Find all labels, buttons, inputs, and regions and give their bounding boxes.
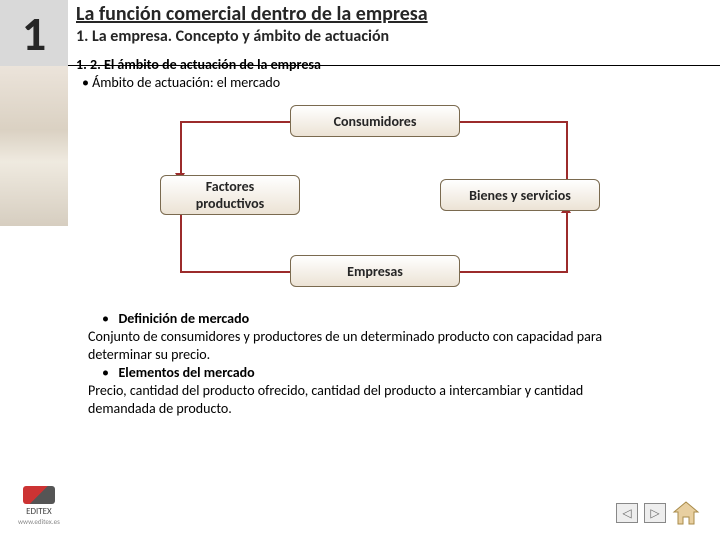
logo-text: EDITEX <box>18 506 60 517</box>
section-bullet: • Ámbito de actuación: el mercado <box>82 74 280 91</box>
market-cycle-diagram: Consumidores Factores productivos Bienes… <box>130 105 600 295</box>
diagram-node-factores: Factores productivos <box>160 175 300 215</box>
title-main: La función comercial dentro de la empres… <box>76 2 712 26</box>
triangle-left-icon: ◁ <box>622 506 631 521</box>
para-elementos: Precio, cantidad del producto ofrecido, … <box>88 382 648 418</box>
nav-home-button[interactable] <box>672 500 700 526</box>
diagram-node-bienes: Bienes y servicios <box>440 179 600 211</box>
nav-next-button[interactable]: ▷ <box>644 503 666 523</box>
nav-prev-button[interactable]: ◁ <box>616 503 638 523</box>
bullet-definicion: Definición de mercado <box>118 310 249 327</box>
logo-url: www.editex.es <box>18 517 60 526</box>
logo-mark-icon <box>23 486 55 504</box>
sidebar-image <box>0 66 68 226</box>
title-sub: 1. La empresa. Concepto y ámbito de actu… <box>76 27 712 46</box>
unit-number: 1 <box>0 0 68 66</box>
nav-controls: ◁ ▷ <box>616 500 700 526</box>
diagram-node-empresas: Empresas <box>290 255 460 287</box>
diagram-node-consumidores: Consumidores <box>290 105 460 137</box>
bullet-elementos: Elementos del mercado <box>118 364 254 381</box>
publisher-logo: EDITEX www.editex.es <box>18 486 60 526</box>
triangle-right-icon: ▷ <box>650 506 659 521</box>
body-text: • Definición de mercado Conjunto de cons… <box>88 310 648 417</box>
section-subheader: 1. 2. El ámbito de actuación de la empre… <box>76 56 321 73</box>
para-definicion: Conjunto de consumidores y productores d… <box>88 328 648 364</box>
